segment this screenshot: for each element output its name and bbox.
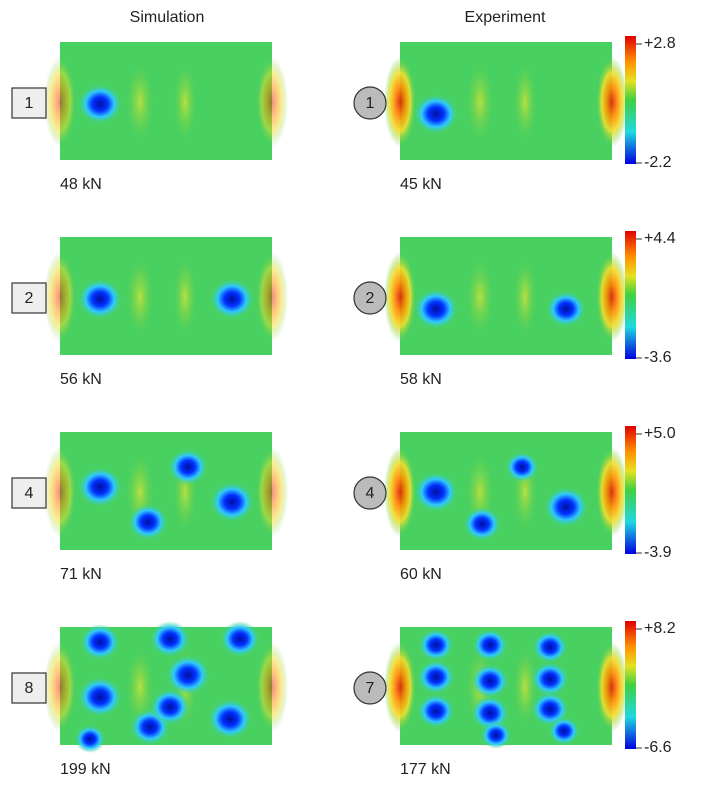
colorbar xyxy=(625,36,636,164)
exp-mode: 7 xyxy=(366,680,375,697)
column-header: Experiment xyxy=(465,9,546,26)
heatmap-feature xyxy=(418,629,454,661)
heatmap-edge xyxy=(44,57,76,147)
heatmap-feature xyxy=(414,472,458,512)
exp-load: 60 kN xyxy=(400,566,442,583)
exp-mode: 1 xyxy=(366,95,375,112)
heatmap-feature xyxy=(513,257,537,337)
exp-mode: 4 xyxy=(366,485,375,502)
heatmap-feature xyxy=(463,507,501,541)
colorbar xyxy=(625,231,636,359)
heatmap-feature xyxy=(466,62,494,142)
heatmap-feature xyxy=(531,692,569,726)
heatmap-edge xyxy=(44,447,76,537)
heatmap-feature xyxy=(78,677,122,717)
heatmap-feature xyxy=(126,62,154,142)
heatmap-edge xyxy=(44,252,76,342)
heatmap-feature xyxy=(513,62,537,142)
heatmap-feature xyxy=(126,647,154,727)
heatmap-feature xyxy=(173,257,197,337)
heatmap-feature xyxy=(74,725,106,753)
heatmap-edge xyxy=(384,447,416,537)
exp-mode: 2 xyxy=(366,290,375,307)
sim-load: 56 kN xyxy=(60,371,102,388)
heatmap-feature xyxy=(532,631,568,663)
scale-max: +4.4 xyxy=(644,230,676,247)
heatmap-feature xyxy=(150,621,190,657)
heatmap-feature xyxy=(513,647,537,727)
sim-mode: 2 xyxy=(25,290,34,307)
sim-load: 199 kN xyxy=(60,761,111,778)
heatmap-feature xyxy=(471,664,509,698)
heatmap-feature xyxy=(548,717,580,745)
mode-circle xyxy=(353,671,387,705)
scale-min: -2.2 xyxy=(644,154,672,171)
heatmap-feature xyxy=(128,504,168,540)
scale-max: +2.8 xyxy=(644,35,676,52)
mode-box xyxy=(11,282,47,314)
heatmap-edge xyxy=(384,642,416,732)
heatmap-edge xyxy=(256,447,288,537)
heatmap-feature xyxy=(166,655,210,695)
scale-min: -3.6 xyxy=(644,349,672,366)
scale-min: -6.6 xyxy=(644,739,672,756)
mode-circle xyxy=(353,281,387,315)
mode-circle xyxy=(353,86,387,120)
heatmap-feature xyxy=(80,624,120,660)
exp-load: 58 kN xyxy=(400,371,442,388)
heatmap-feature xyxy=(480,721,512,749)
colorbar xyxy=(625,426,636,554)
heatmap-edge xyxy=(596,252,628,342)
heatmap-edge xyxy=(384,252,416,342)
scale-min: -3.9 xyxy=(644,544,672,561)
sim-load: 48 kN xyxy=(60,176,102,193)
heatmap-edge xyxy=(384,57,416,147)
heatmap-feature xyxy=(173,62,197,142)
heatmap-feature xyxy=(414,289,458,329)
heatmap-feature xyxy=(78,467,122,507)
heatmap-feature xyxy=(150,689,190,725)
mode-box xyxy=(11,672,47,704)
mode-box xyxy=(11,87,47,119)
heatmap-feature xyxy=(505,452,539,482)
column-header: Simulation xyxy=(130,9,205,26)
exp-load: 177 kN xyxy=(400,761,451,778)
heatmap-feature xyxy=(466,257,494,337)
heatmap-edge xyxy=(256,252,288,342)
heatmap-feature xyxy=(168,449,208,485)
sim-mode: 4 xyxy=(25,485,34,502)
heatmap-feature xyxy=(220,621,260,657)
heatmap-edge xyxy=(596,57,628,147)
exp-load: 45 kN xyxy=(400,176,442,193)
heatmap-feature xyxy=(546,291,586,327)
heatmap-edge xyxy=(256,57,288,147)
heatmap-feature xyxy=(78,279,122,319)
heatmap-feature xyxy=(126,257,154,337)
sim-mode: 8 xyxy=(25,680,34,697)
mode-box xyxy=(11,477,47,509)
colorbar xyxy=(625,621,636,749)
heatmap-feature xyxy=(417,694,455,728)
scale-max: +8.2 xyxy=(644,620,676,637)
heatmap-feature xyxy=(208,699,252,739)
heatmap-edge xyxy=(256,642,288,732)
heatmap-feature xyxy=(414,94,458,134)
mode-circle xyxy=(353,476,387,510)
heatmap-feature xyxy=(210,482,254,522)
heatmap-feature xyxy=(544,487,588,527)
heatmap-feature xyxy=(531,662,569,696)
heatmap-edge xyxy=(596,447,628,537)
heatmap-feature xyxy=(78,84,122,124)
heatmap-edge xyxy=(44,642,76,732)
sim-load: 71 kN xyxy=(60,566,102,583)
heatmap-feature xyxy=(210,279,254,319)
sim-mode: 1 xyxy=(25,95,34,112)
heatmap-edge xyxy=(596,642,628,732)
heatmap-feature xyxy=(417,660,455,694)
scale-max: +5.0 xyxy=(644,425,676,442)
heatmap-feature xyxy=(472,629,508,661)
